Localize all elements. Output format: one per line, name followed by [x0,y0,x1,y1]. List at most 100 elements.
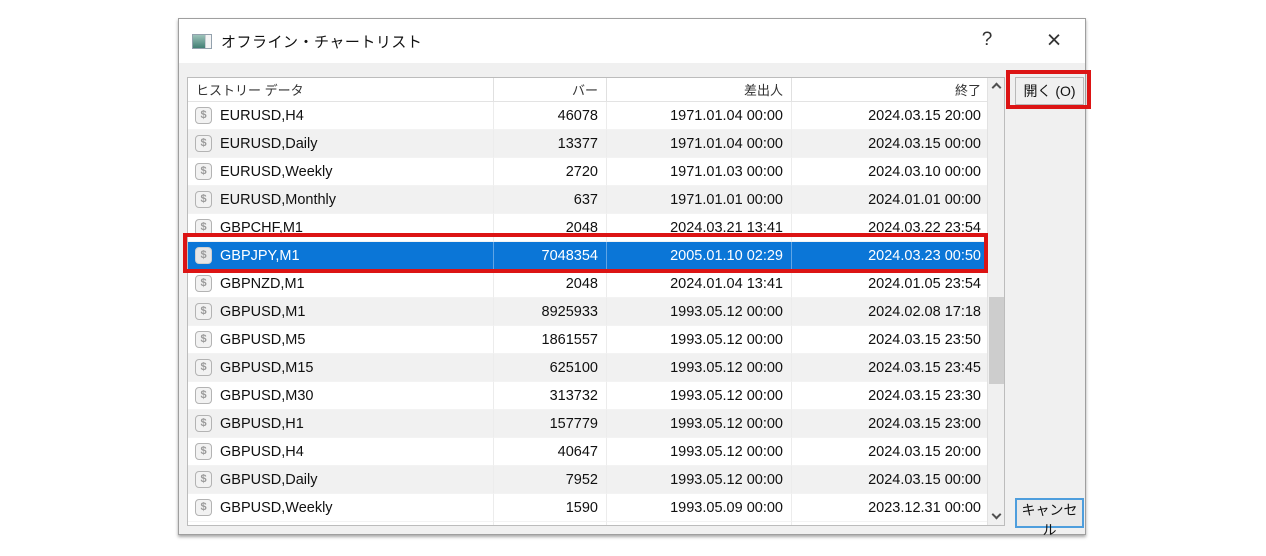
table-header: ヒストリー データ バー 差出人 終了 [188,78,989,102]
bars-cell: 7952 [494,466,607,494]
table-row[interactable]: $ GBPCHF,M1 2048 2024.03.21 13:41 2024.03.22… [188,214,989,242]
table-row[interactable]: $ EURUSD,Monthly 637 1971.01.01 00:00 2024.0… [188,186,989,214]
bars-cell: 2048 [494,214,607,242]
symbol-label: EURUSD,H4 [220,107,304,124]
symbol-label: GBPUSD,Daily [220,471,318,488]
cancel-button[interactable]: キャンセル [1015,498,1084,538]
from-cell: 1993.05.12 00:00 [607,438,792,466]
table-row[interactable]: $ GBPUSD,M15 625100 1993.05.12 00:00 2024.03… [188,354,989,382]
currency-icon: $ [195,135,212,152]
column-header-to[interactable]: 終了 [954,83,981,98]
currency-icon: $ [195,163,212,180]
symbol-cell: $ GBPNZD,M1 [188,270,494,298]
currency-icon: $ [195,191,212,208]
open-button[interactable]: 開く (O) [1015,77,1084,105]
to-cell: 2024.01.01 00:00 [792,186,989,214]
table-row[interactable]: $ GBPNZD,M1 2048 2024.01.04 13:41 2024.01.05… [188,270,989,298]
symbol-label: GBPUSD,M15 [220,359,314,376]
symbol-cell: $ GBPUSD,Weekly [188,494,494,522]
bars-cell: 46078 [494,102,607,130]
from-cell: 1993.05.12 00:00 [607,354,792,382]
symbol-label: EURUSD,Weekly [220,163,333,180]
symbol-label: GBPCHF,M1 [220,219,303,236]
to-cell: 2024.03.15 00:00 [792,466,989,494]
table-row[interactable]: $ GBPUSD,M1 8925933 1993.05.12 00:00 2024.02… [188,298,989,326]
currency-icon: $ [195,275,212,292]
symbol-cell: $ EURUSD,Monthly [188,186,494,214]
symbol-cell: $ GBPCHF,M1 [188,214,494,242]
table-row[interactable]: $ GBPUSD,H1 157779 1993.05.12 00:00 2024.03.… [188,410,989,438]
symbol-label: EURUSD,Monthly [220,191,337,208]
table-row[interactable]: $ GBPUSD,Weekly 1590 1993.05.09 00:00 2023.1… [188,494,989,522]
scroll-up-icon[interactable] [988,78,1004,95]
symbol-cell: $ EURUSD,H4 [188,102,494,130]
bars-cell: 2720 [494,158,607,186]
symbol-label: GBPUSD,M30 [220,387,314,404]
bars-cell: 1590 [494,494,607,522]
symbol-cell: $ GBPUSD,H4 [188,438,494,466]
currency-icon: $ [195,303,212,320]
from-cell: 1971.01.04 00:00 [607,102,792,130]
close-icon[interactable]: × [1039,25,1069,55]
column-header-bars[interactable]: バー [494,78,607,101]
from-cell: 1993.05.12 00:00 [607,466,792,494]
to-cell: 2024.01.05 23:54 [792,270,989,298]
symbol-label: GBPUSD,H4 [220,443,304,460]
bars-cell: 13377 [494,130,607,158]
to-cell [792,522,989,525]
scroll-down-icon[interactable] [988,508,1004,525]
to-cell: 2024.03.23 00:50 [868,247,981,264]
offline-chart-list-dialog: オフライン・チャートリスト ? × ヒストリー データ バー 差出人 終了 $ E… [178,18,1086,538]
table-row[interactable]: $ EURUSD,Weekly 2720 1971.01.03 00:00 2024.0… [188,158,989,186]
dialog-title: オフライン・チャートリスト [221,33,423,51]
bars-cell: 157779 [494,410,607,438]
symbol-cell: $ GBPUSD,M15 [188,354,494,382]
symbol-cell: $ GBPUSD,Daily [188,466,494,494]
to-cell: 2024.03.15 23:45 [792,354,989,382]
from-cell: 1993.05.12 00:00 [607,382,792,410]
help-icon[interactable]: ? [972,25,1002,55]
table-row-partial[interactable] [188,522,989,525]
column-header-history[interactable]: ヒストリー データ [188,78,494,101]
symbol-cell: $ GBPUSD,M1 [188,298,494,326]
from-cell: 1993.05.12 00:00 [607,298,792,326]
symbol-label: GBPUSD,H1 [220,415,304,432]
dialog-titlebar: オフライン・チャートリスト ? × [179,19,1085,63]
bars-cell [494,522,607,525]
chart-window-icon [192,33,212,49]
from-cell: 1971.01.01 00:00 [607,186,792,214]
from-cell: 1993.05.12 00:00 [607,326,792,354]
bars-cell: 637 [494,186,607,214]
table-row[interactable]: $ EURUSD,H4 46078 1971.01.04 00:00 2024.03.1… [188,102,989,130]
from-cell [607,522,792,525]
currency-icon: $ [195,107,212,124]
symbol-cell: $ GBPJPY,M1 [188,242,494,270]
bars-cell: 313732 [494,382,607,410]
to-cell: 2024.03.15 23:30 [792,382,989,410]
column-header-from[interactable]: 差出人 [607,78,792,101]
to-cell: 2024.02.08 17:18 [792,298,989,326]
table-row[interactable]: $ GBPUSD,M5 1861557 1993.05.12 00:00 2024.03… [188,326,989,354]
currency-icon: $ [195,471,212,488]
symbol-label: EURUSD,Daily [220,135,318,152]
table-row[interactable]: $ GBPUSD,M30 313732 1993.05.12 00:00 2024.03… [188,382,989,410]
table-row[interactable]: $ GBPUSD,Daily 7952 1993.05.12 00:00 2024.03… [188,466,989,494]
from-cell: 2005.01.10 02:29 [607,242,792,270]
vertical-scrollbar[interactable] [987,78,1004,525]
to-cell: 2023.12.31 00:00 [792,494,989,522]
to-cell: 2024.03.15 20:00 [792,102,989,130]
symbol-cell: $ GBPUSD,M30 [188,382,494,410]
currency-icon: $ [195,219,212,236]
symbol-cell: $ GBPUSD,H1 [188,410,494,438]
table-row[interactable]: $ EURUSD,Daily 13377 1971.01.04 00:00 2024.0… [188,130,989,158]
scrollbar-thumb[interactable] [989,297,1004,384]
table-row[interactable]: $ GBPUSD,H4 40647 1993.05.12 00:00 2024.03.1… [188,438,989,466]
to-cell: 2024.03.15 23:00 [792,410,989,438]
currency-icon: $ [195,443,212,460]
bars-cell: 2048 [494,270,607,298]
symbol-cell [188,522,494,525]
table-row[interactable]: $ GBPJPY,M1 7048354 2005.01.10 02:29 2024.03… [188,242,989,270]
symbol-cell: $ EURUSD,Daily [188,130,494,158]
to-cell: 2024.03.15 20:00 [792,438,989,466]
bars-cell: 8925933 [494,298,607,326]
